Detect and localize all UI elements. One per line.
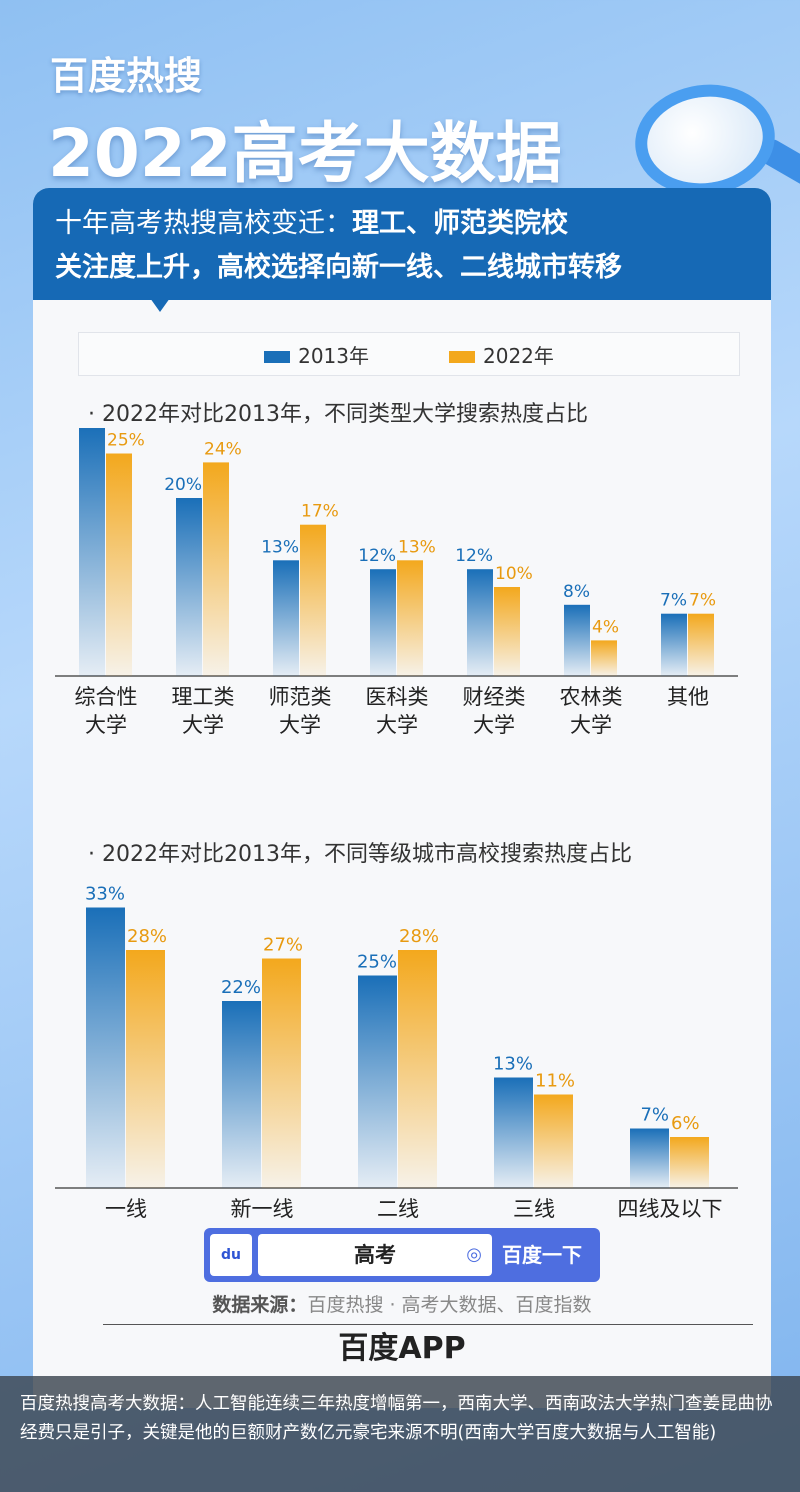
category-label: 大学 (279, 713, 321, 737)
data-label-2022: 6% (671, 1113, 700, 1134)
data-label-2022: 11% (535, 1071, 575, 1092)
category-label: 二线 (377, 1197, 419, 1221)
infographic-card: 十年高考热搜高校变迁：理工、师范类院校 关注度上升，高校选择向新一线、二线城市转… (33, 188, 771, 1408)
bar-2013 (86, 907, 125, 1188)
data-source: 数据来源：百度热搜 · 高考大数据、百度指数 (212, 1294, 592, 1316)
callout-pointer (150, 298, 170, 312)
headline-band: 十年高考热搜高校变迁：理工、师范类院校 关注度上升，高校选择向新一线、二线城市转… (33, 188, 771, 300)
data-label-2022: 17% (301, 502, 339, 522)
headline-line1-bold: 理工、师范类院校 (352, 208, 568, 239)
legend: 2013年 2022年 (78, 332, 740, 376)
data-label-2013: 22% (221, 977, 261, 998)
data-label-2022: 7% (689, 591, 716, 611)
chart2-title: · 2022年对比2013年，不同等级城市高校搜索热度占比 (88, 842, 632, 867)
category-label: 其他 (667, 685, 709, 709)
data-label-2022: 13% (398, 537, 436, 557)
data-label-2022: 28% (399, 926, 439, 947)
data-label-2013: 8% (563, 582, 590, 602)
category-label: 大学 (85, 713, 127, 737)
headline-line1: 十年高考热搜高校变迁： (55, 208, 352, 239)
bar-2022 (126, 950, 165, 1188)
divider (103, 1324, 753, 1325)
data-label-2013: 13% (261, 537, 299, 557)
bar-2022 (591, 640, 617, 676)
data-label-2013: 12% (358, 546, 396, 566)
bar-2022 (397, 560, 423, 676)
bar-2013 (467, 569, 493, 676)
category-label: 财经类 (463, 685, 526, 709)
bar-2013 (176, 498, 202, 676)
bar-2013 (494, 1077, 533, 1188)
app-logo: 百度APP (338, 1331, 466, 1366)
legend-2022: 2022年 (449, 340, 554, 369)
category-label: 农林类 (560, 685, 623, 709)
category-label: 大学 (182, 713, 224, 737)
legend-2013: 2013年 (264, 340, 369, 369)
data-label-2013: 33% (85, 884, 125, 905)
bar-2022 (398, 950, 437, 1188)
data-label-2013: 7% (660, 591, 687, 611)
search-bar: du 高考 ◎ 百度一下 (204, 1228, 600, 1282)
data-label-2022: 27% (263, 935, 303, 956)
baidu-logo-icon: du (210, 1234, 252, 1276)
data-label-2013: 25% (357, 952, 397, 973)
bar-2022 (688, 613, 714, 676)
category-label: 医科类 (366, 685, 429, 709)
category-label: 三线 (513, 1197, 555, 1221)
camera-icon[interactable]: ◎ (466, 1244, 482, 1265)
bar-2013 (79, 428, 105, 676)
chart-university-type: 28%25%综合性大学20%24%理工类大学13%17%师范类大学12%13%医… (55, 428, 738, 737)
category-label: 综合性 (75, 685, 138, 709)
search-button[interactable]: 百度一下 (502, 1243, 582, 1267)
data-label-2022: 4% (592, 617, 619, 637)
search-input[interactable]: 高考 ◎ (258, 1234, 492, 1276)
headline-line2: 关注度上升，高校选择向新一线、二线城市转移 (55, 252, 622, 283)
category-label: 理工类 (172, 685, 235, 709)
data-label-2013: 20% (164, 475, 202, 495)
data-label-2022: 24% (204, 439, 242, 459)
bar-2022 (203, 462, 229, 676)
data-label-2013: 12% (455, 546, 493, 566)
brand-title: 百度热搜 (50, 54, 203, 98)
chart1-title: · 2022年对比2013年，不同类型大学搜索热度占比 (88, 402, 588, 427)
bar-2013 (661, 613, 687, 676)
data-label-2013: 13% (493, 1054, 533, 1075)
data-label-2022: 10% (495, 564, 533, 584)
category-label: 大学 (570, 713, 612, 737)
category-label: 新一线 (231, 1197, 294, 1221)
data-label-2022: 28% (127, 926, 167, 947)
caption-overlay: 百度热搜高考大数据：人工智能连续三年热度增幅第一，西南大学、西南政法大学热门查姜… (0, 1376, 800, 1492)
bar-2022 (494, 587, 520, 676)
bar-2013 (564, 604, 590, 676)
main-title: 2022高考大数据 (48, 115, 562, 192)
bar-2013 (358, 975, 397, 1188)
bar-2013 (630, 1128, 669, 1188)
bar-2013 (222, 1001, 261, 1188)
category-label: 大学 (376, 713, 418, 737)
bar-2013 (273, 560, 299, 676)
category-label: 师范类 (269, 685, 332, 709)
category-label: 大学 (473, 713, 515, 737)
bar-2022 (534, 1094, 573, 1188)
magnifier-icon (628, 75, 782, 205)
data-label-2022: 25% (107, 431, 145, 451)
bar-2013 (370, 569, 396, 676)
bar-2022 (300, 524, 326, 676)
bar-2022 (106, 453, 132, 676)
category-label: 四线及以下 (618, 1197, 723, 1221)
category-label: 一线 (105, 1197, 147, 1221)
bar-2022 (262, 958, 301, 1188)
bar-2022 (670, 1137, 709, 1188)
data-label-2013: 7% (640, 1105, 669, 1126)
